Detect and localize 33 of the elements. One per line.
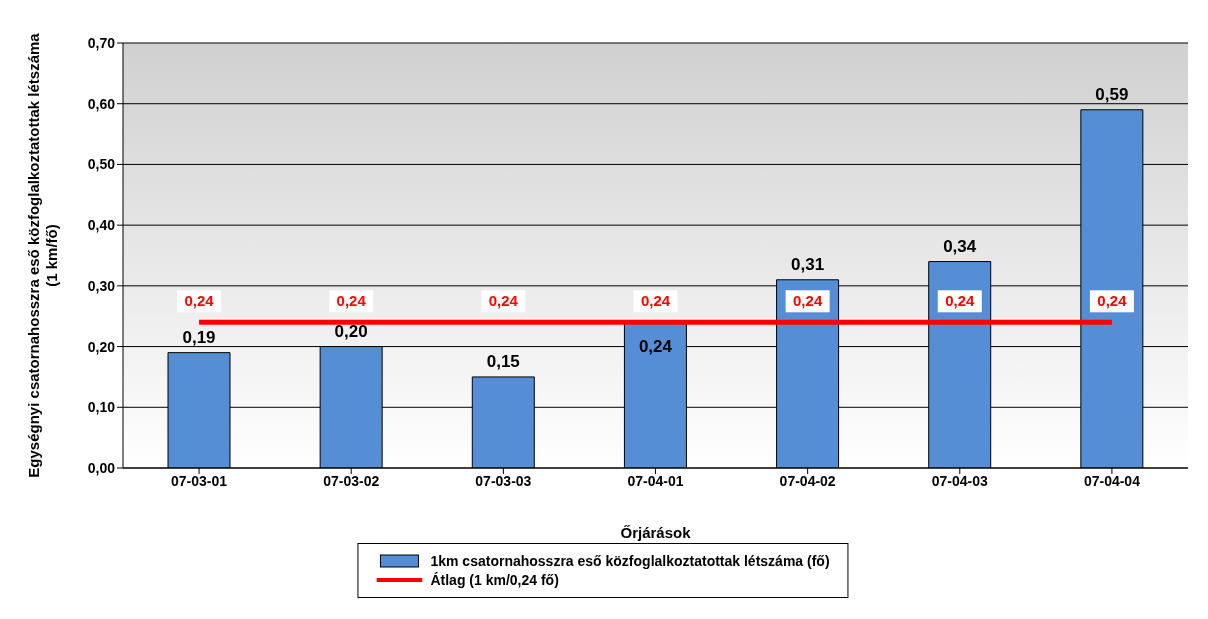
- data-label: 0,24: [1097, 292, 1128, 310]
- x-tick-label: 07-04-01: [627, 472, 684, 489]
- y-tick-label: 0,30: [87, 277, 116, 294]
- x-tick-label: 07-03-02: [323, 472, 380, 489]
- y-tick-label: 0,40: [87, 217, 116, 234]
- data-label: 0,24: [945, 292, 976, 310]
- data-label: 0,24: [640, 292, 671, 310]
- data-label: 0,34: [943, 236, 977, 256]
- data-label: 0,19: [182, 327, 216, 347]
- x-tick-label: 07-04-03: [931, 472, 989, 489]
- y-tick-label: 0,10: [87, 399, 116, 416]
- legend-label: 1km csatornahosszra eső közfoglalkoztatottak létszáma (fő): [430, 553, 830, 569]
- data-label: 0,24: [488, 292, 519, 310]
- data-label: 0,24: [793, 292, 823, 310]
- data-label: 0,24: [638, 337, 673, 357]
- x-tick-label: 07-03-01: [171, 472, 228, 489]
- y-tick-label: 0,20: [87, 338, 116, 355]
- data-label: 0,20: [334, 321, 368, 341]
- y-axis-title: Egységnyi csatornahosszra eső közfoglalkoztatottak létszáma (1 km/fő): [25, 32, 60, 478]
- data-label: 0,24: [336, 292, 367, 310]
- legend-label: Átlag (1 km/0,24 fő): [430, 572, 559, 588]
- x-tick-label: 07-03-03: [475, 472, 532, 489]
- data-label: 0,59: [1095, 84, 1129, 104]
- data-label: 0,24: [184, 292, 215, 310]
- data-label: 0,31: [791, 254, 825, 274]
- x-tick-label: 07-04-04: [1083, 472, 1141, 489]
- x-tick-label: 07-04-02: [779, 472, 836, 489]
- y-tick-label: 0,70: [87, 34, 116, 51]
- x-axis-title: Őrjárások: [620, 524, 692, 541]
- y-tick-label: 0,50: [87, 156, 116, 173]
- y-tick-label: 0,00: [87, 459, 116, 476]
- y-tick-label: 0,60: [87, 95, 116, 112]
- data-label: 0,15: [486, 351, 520, 371]
